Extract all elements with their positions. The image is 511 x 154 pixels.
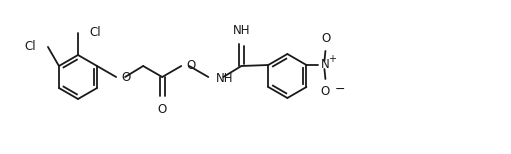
Text: O: O bbox=[121, 71, 130, 83]
Text: N: N bbox=[320, 57, 329, 71]
Text: Cl: Cl bbox=[25, 41, 36, 53]
Text: O: O bbox=[187, 59, 196, 71]
Text: Cl: Cl bbox=[89, 26, 101, 38]
Text: O: O bbox=[321, 85, 330, 98]
Text: −: − bbox=[334, 83, 345, 96]
Text: O: O bbox=[322, 32, 331, 45]
Text: NH: NH bbox=[233, 24, 250, 37]
Text: NH: NH bbox=[216, 71, 234, 85]
Text: +: + bbox=[329, 54, 336, 64]
Text: O: O bbox=[157, 103, 167, 116]
